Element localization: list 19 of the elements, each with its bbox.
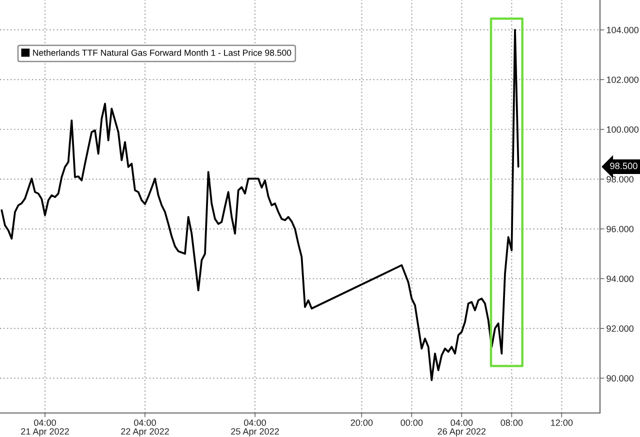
line-series [0,28,520,382]
x-tick-label: 20:00 [350,419,373,426]
x-tick-label: 04:00 21 Apr 2022 [21,419,69,436]
x-tick-label: 00:00 [400,419,423,426]
x-tick-label: 04:00 22 Apr 2022 [121,419,169,436]
legend-label: Netherlands TTF Natural Gas Forward Month 1 - Last Price 98.500 [33,49,292,56]
y-tick-label: 98.000 [606,176,634,182]
y-tick-label: 104.000 [606,26,639,34]
x-tick-label: 04:00 25 Apr 2022 [231,419,279,436]
y-tick-label: 100.000 [606,126,639,133]
x-tick-label: 12:00 [551,419,573,426]
y-tick-label: 94.000 [606,276,634,282]
y-tick-label: 90.000 [606,375,634,382]
x-tick-label: 08:00 [500,419,523,426]
text: 98.500 [610,162,638,170]
y-tick-label: 102.000 [606,76,639,83]
x-tick-label: 04:00 26 Apr 2022 [438,419,486,436]
y-tick-label: 96.000 [606,226,634,232]
y-tick-label: 92.000 [606,325,634,332]
